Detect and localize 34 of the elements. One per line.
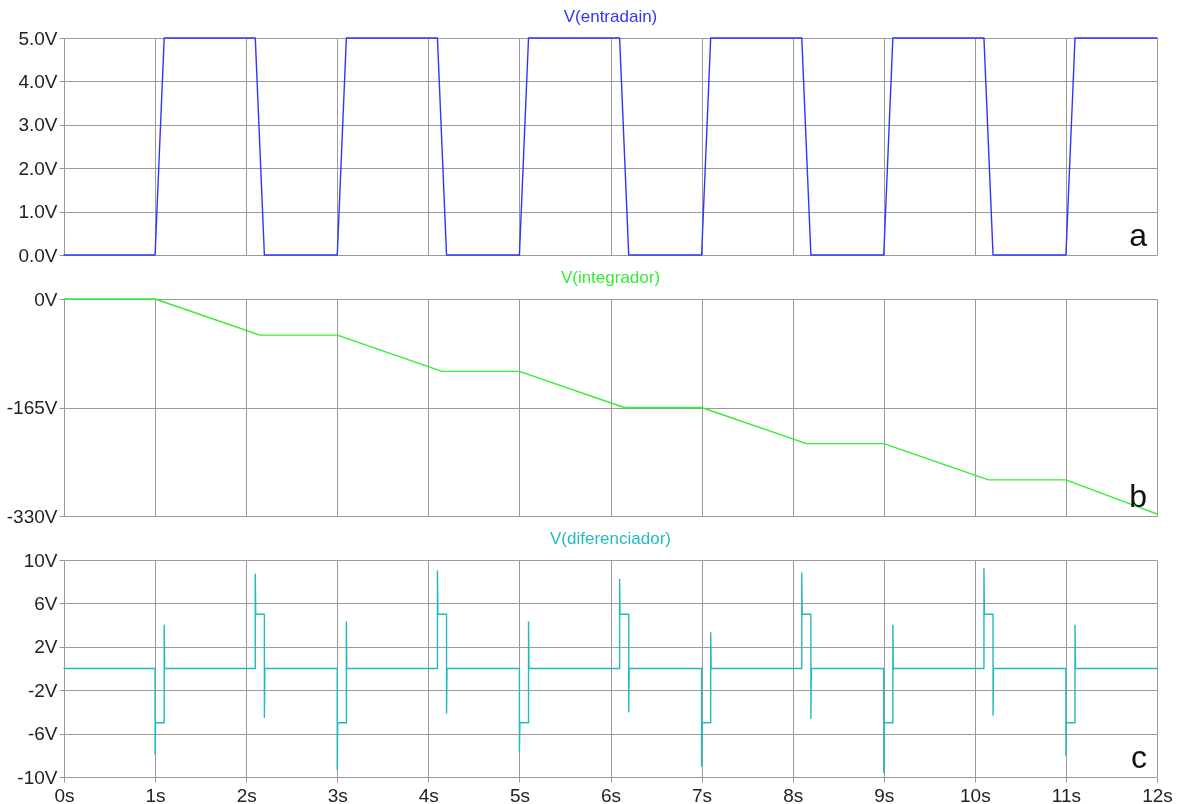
y-tick-label: -330V xyxy=(6,505,58,527)
x-tick-label: 6s xyxy=(600,784,622,804)
y-tick-label: 0.0V xyxy=(18,244,58,266)
y-tick-label: 10V xyxy=(23,549,58,571)
x-tick-label: 8s xyxy=(783,784,804,804)
y-tick-label: -2V xyxy=(27,679,58,701)
y-tick-label: -6V xyxy=(27,723,58,745)
x-tick-label: 7s xyxy=(692,784,713,804)
annotation: b xyxy=(1129,478,1147,514)
y-tick-label: 1.0V xyxy=(18,201,58,223)
x-tick-label: 12s xyxy=(1142,784,1173,804)
x-tick-label: 5s xyxy=(509,784,530,804)
y-tick-label: 2V xyxy=(34,636,58,658)
annotation: a xyxy=(1129,217,1148,253)
x-tick-label: 3s xyxy=(327,784,348,804)
x-tick-label: 11s xyxy=(1051,784,1082,804)
y-tick-label: 4.0V xyxy=(18,70,58,92)
y-tick-label: 6V xyxy=(34,592,58,614)
chart-title: V(integrador) xyxy=(560,268,661,287)
x-tick-label: 2s xyxy=(236,784,257,804)
line-series xyxy=(63,567,1158,774)
y-tick-label: 3.0V xyxy=(18,114,58,136)
y-tick-label: 5.0V xyxy=(18,27,58,49)
chart-title: V(diferenciador) xyxy=(550,529,671,548)
chart-title: V(entradain) xyxy=(563,7,658,26)
annotation: c xyxy=(1131,739,1147,775)
y-tick-label: -165V xyxy=(6,397,58,418)
line-series xyxy=(63,298,1158,515)
y-tick-label: 0V xyxy=(34,288,58,310)
x-tick-label: 4s xyxy=(418,784,439,804)
x-tick-label: 10s xyxy=(960,784,991,804)
y-tick-label: 2.0V xyxy=(18,157,58,179)
x-tick-label: 9s xyxy=(874,784,895,804)
x-tick-label: 1s xyxy=(145,784,166,804)
